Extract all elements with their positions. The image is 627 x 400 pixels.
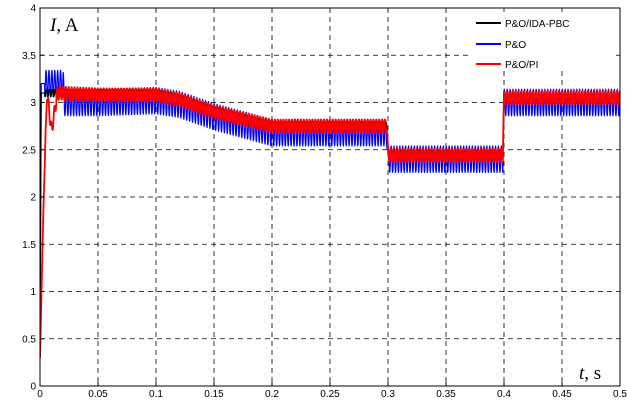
x-tick-label: 0.1 — [149, 389, 163, 400]
tick-labels: 0 0.05 0.1 0.15 0.2 0.25 0.3 0.35 0.4 0.45 0.5 0 0.5… — [22, 4, 627, 400]
y-tick-label: 3.5 — [22, 51, 36, 62]
legend-label-pbc: P&O/IDA-PBC — [505, 19, 569, 30]
x-tick-label: 0.15 — [204, 389, 224, 400]
legend-label-pi: P&O/PI — [505, 60, 538, 71]
y-tick-label: 3 — [30, 98, 36, 109]
y-tick-label: 1.5 — [22, 240, 36, 251]
y-tick-label: 0 — [30, 382, 36, 393]
series-lines — [40, 69, 620, 358]
x-tick-label: 0.05 — [88, 389, 108, 400]
x-axis-variable: t — [579, 363, 585, 384]
y-axis-variable: I — [49, 15, 58, 36]
y-tick-label: 1 — [30, 287, 36, 298]
x-tick-label: 0.2 — [265, 389, 279, 400]
y-axis-label: I, A — [49, 15, 79, 36]
x-tick-label: 0.25 — [320, 389, 340, 400]
grid — [40, 8, 620, 386]
x-tick-label: 0.4 — [497, 389, 511, 400]
y-tick-label: 2.5 — [22, 145, 36, 156]
x-axis-unit: , s — [584, 363, 601, 384]
x-tick-label: 0 — [37, 389, 43, 400]
series-line-2 — [40, 85, 620, 358]
x-tick-label: 0.35 — [436, 389, 456, 400]
legend-label-po: P&O — [505, 40, 526, 51]
y-tick-label: 4 — [30, 4, 36, 15]
legend: P&O/IDA-PBC P&O P&O/PI — [470, 12, 616, 71]
y-axis-unit: , A — [56, 15, 78, 36]
y-tick-label: 2 — [30, 193, 36, 204]
x-axis-label: t, s — [579, 363, 601, 384]
y-tick-label: 0.5 — [22, 334, 36, 345]
legend-box — [470, 12, 616, 70]
x-tick-label: 0.5 — [613, 389, 627, 400]
x-tick-label: 0.3 — [381, 389, 395, 400]
x-tick-label: 0.45 — [552, 389, 572, 400]
